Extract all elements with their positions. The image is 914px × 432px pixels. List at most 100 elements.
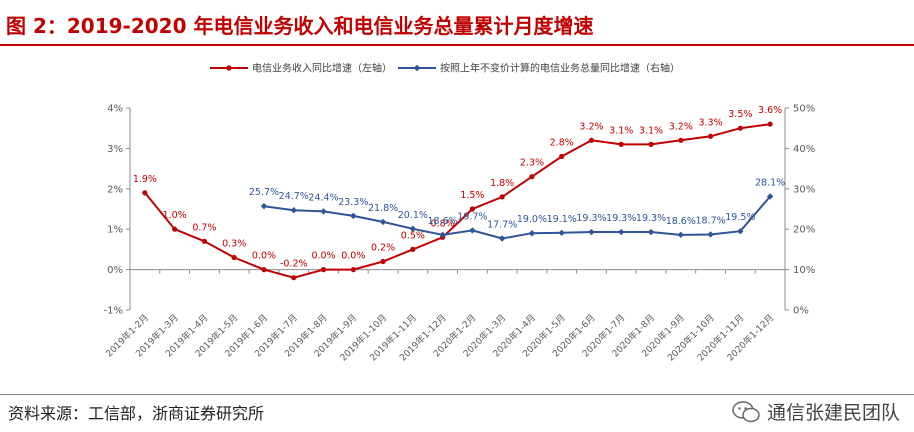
series-point-2 xyxy=(618,228,625,236)
series-point-1 xyxy=(291,275,297,281)
legend-label-1: 电信业务收入同比增速（左轴） xyxy=(252,62,392,75)
legend-marker-1 xyxy=(226,65,232,71)
series-point-1 xyxy=(588,137,595,143)
data-label-2: 19.1% xyxy=(547,214,577,225)
legend-label-2: 按照上年不变价计算的电信业务总量同比增速（右轴） xyxy=(440,62,680,75)
series-point-1 xyxy=(469,206,475,212)
series-point-1 xyxy=(499,194,505,200)
data-label-1: 0.7% xyxy=(192,222,216,233)
data-label-2: 19.3% xyxy=(576,213,606,224)
data-label-1: 2.8% xyxy=(550,137,574,148)
data-label-2: 24.4% xyxy=(308,192,338,203)
data-label-2: 19.3% xyxy=(606,213,636,224)
wechat-icon xyxy=(732,400,760,422)
series-point-2 xyxy=(469,227,476,234)
watermark-text: 通信张建民团队 xyxy=(766,402,900,424)
series-point-1 xyxy=(767,121,773,127)
series-point-2 xyxy=(409,225,417,232)
data-label-2: 18.6% xyxy=(428,216,458,227)
data-label-2: 28.1% xyxy=(755,177,785,188)
series-point-2 xyxy=(290,207,297,214)
footer-rule xyxy=(0,394,914,395)
source-note: 资料来源：工信部，浙商证券研究所 xyxy=(8,404,265,423)
data-label-1: 0.5% xyxy=(401,230,425,241)
series-point-1 xyxy=(529,174,535,180)
data-label-1: 3.2% xyxy=(579,121,603,132)
series-point-1 xyxy=(142,190,148,196)
y-tick-label-right: 30% xyxy=(793,184,815,195)
y-tick-label-left: 3% xyxy=(107,144,123,155)
series-point-2 xyxy=(766,193,774,200)
data-label-1: 3.6% xyxy=(758,105,782,116)
data-label-1: 0.0% xyxy=(252,251,276,262)
y-tick-label-left: -1% xyxy=(104,306,123,317)
data-label-2: 19.3% xyxy=(636,213,666,224)
line-chart: -1%0%1%2%3%4%0%10%20%30%40%50%2019年1-2月2… xyxy=(103,62,815,364)
y-tick-label-left: 2% xyxy=(107,184,123,195)
y-tick-label-right: 10% xyxy=(793,265,815,276)
series-point-1 xyxy=(618,141,624,147)
series-point-2 xyxy=(588,228,595,236)
y-tick-label-right: 20% xyxy=(793,225,815,236)
series-point-1 xyxy=(678,137,684,143)
data-label-2: 19.0% xyxy=(517,214,547,225)
series-point-1 xyxy=(350,267,356,273)
series-point-2 xyxy=(558,229,565,237)
data-label-1: 1.9% xyxy=(133,174,157,185)
series-point-1 xyxy=(559,153,565,160)
series-point-2 xyxy=(320,208,327,215)
series-point-2 xyxy=(707,231,714,238)
series-point-2 xyxy=(260,202,268,210)
legend-marker-2 xyxy=(413,64,421,72)
data-label-2: 19.7% xyxy=(457,211,487,222)
series-point-1 xyxy=(320,267,327,273)
data-label-1: 3.3% xyxy=(698,117,722,128)
data-label-1: 0.8% xyxy=(431,218,455,229)
data-label-1: 0.0% xyxy=(311,251,335,262)
series-point-2 xyxy=(737,228,744,235)
series-line-1 xyxy=(144,123,771,279)
data-label-2: 23.3% xyxy=(338,197,368,208)
y-tick-label-left: 4% xyxy=(107,104,123,115)
data-label-2: 24.7% xyxy=(279,191,309,202)
series-line-2 xyxy=(263,195,771,240)
series-point-1 xyxy=(410,246,416,252)
series-point-1 xyxy=(231,254,237,261)
data-label-1: 0.3% xyxy=(222,238,246,249)
data-label-1: 2.3% xyxy=(520,158,544,169)
chart-title: 图 2：2019-2020 年电信业务收入和电信业务总量累计月度增速 xyxy=(6,14,594,38)
title-rule xyxy=(0,44,914,46)
data-label-2: 20.1% xyxy=(398,210,428,221)
series-point-1 xyxy=(380,258,386,265)
data-label-1: 3.1% xyxy=(639,125,663,136)
data-label-1: -0.2% xyxy=(280,259,308,270)
data-label-1: 1.5% xyxy=(460,190,484,201)
data-label-1: 3.5% xyxy=(728,109,752,120)
data-label-2: 17.7% xyxy=(487,219,517,230)
series-point-1 xyxy=(261,267,267,273)
watermark: 通信张建民团队 xyxy=(731,398,900,425)
data-label-1: 3.2% xyxy=(669,121,693,132)
series-point-2 xyxy=(439,231,446,239)
series-point-1 xyxy=(707,133,714,139)
data-label-2: 21.8% xyxy=(368,203,398,214)
data-label-1: 1.8% xyxy=(490,178,514,189)
data-label-1: 3.1% xyxy=(609,125,633,136)
data-label-2: 25.7% xyxy=(249,187,279,198)
series-point-1 xyxy=(201,238,208,244)
series-point-2 xyxy=(379,218,387,226)
series-point-2 xyxy=(528,230,536,237)
series-point-2 xyxy=(647,228,655,236)
series-point-1 xyxy=(737,125,743,131)
y-tick-label-right: 50% xyxy=(793,104,815,115)
data-label-2: 19.5% xyxy=(725,212,755,223)
series-point-2 xyxy=(350,212,357,220)
y-tick-label-left: 0% xyxy=(107,265,123,276)
data-label-2: 18.7% xyxy=(695,215,725,226)
data-label-1: 0.2% xyxy=(371,243,395,254)
series-point-2 xyxy=(498,235,506,242)
y-tick-label-left: 1% xyxy=(107,225,123,236)
y-tick-label-right: 0% xyxy=(793,306,809,317)
series-point-1 xyxy=(648,141,654,147)
series-point-1 xyxy=(172,226,178,232)
